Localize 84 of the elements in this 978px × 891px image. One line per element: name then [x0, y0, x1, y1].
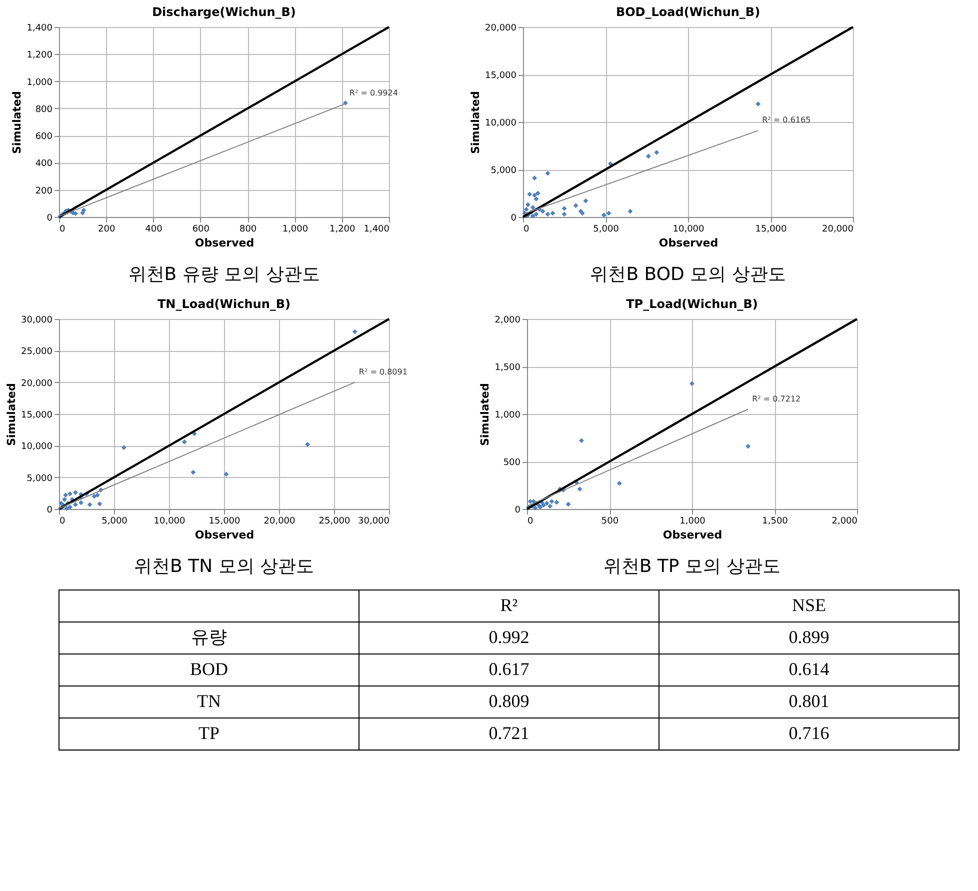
data-label: 0.992	[488, 627, 530, 647]
x-tick-label: 600	[192, 224, 210, 234]
category-label: TN	[197, 691, 221, 711]
x-tick-label: 30,000	[358, 516, 390, 526]
y-axis-title: Simulated	[469, 91, 482, 154]
y-tick-label: 10,000	[485, 118, 517, 128]
y-tick-label: 30,000	[21, 316, 53, 326]
y-tick-label: 500	[503, 458, 521, 468]
chart-title: Discharge(Wichun_B)	[152, 5, 296, 19]
x-tick-label: 10,000	[672, 224, 705, 234]
y-tick-label: 1,400	[26, 24, 53, 34]
x-tick-label: 25,000	[318, 516, 351, 526]
data-label: 0.716	[788, 723, 830, 743]
x-tick-label: 0	[528, 516, 534, 526]
x-tick-label: 1,200	[329, 224, 356, 234]
y-tick-label: 600	[35, 132, 53, 142]
text: 위천B TN 모의 상관도	[134, 556, 314, 577]
y-tick-label: 20,000	[21, 378, 53, 389]
text: 위천B TP 모의 상관도	[603, 556, 781, 577]
y-tick-label: 800	[35, 104, 53, 115]
y-tick-label: 20,000	[485, 24, 517, 34]
data-label: 0.899	[788, 627, 830, 647]
annotation: R² = 0.6165	[762, 116, 811, 125]
x-tick-label: 1,500	[762, 516, 788, 526]
y-tick-label: 200	[35, 186, 53, 196]
data-label: 0.801	[788, 691, 830, 711]
category-label: 유량	[191, 627, 227, 647]
x-tick-label: 20,000	[264, 516, 296, 526]
chart-title: BOD_Load(Wichun_B)	[616, 5, 760, 19]
y-tick-label: 15,000	[21, 410, 53, 420]
x-tick-label: 0	[60, 516, 66, 526]
annotation: R² = 0.8091	[358, 367, 408, 376]
x-tick-label: 20,000	[822, 224, 854, 234]
x-tick-label: 500	[601, 516, 619, 526]
y-axis-title: Simulated	[10, 91, 24, 154]
y-tick-label: 1,000	[494, 410, 521, 420]
chart-title: TP_Load(Wichun_B)	[626, 297, 758, 311]
y-tick-label: 5,000	[26, 474, 53, 484]
x-tick-label: 5,000	[102, 516, 128, 526]
category-label: BOD	[190, 659, 228, 679]
data-label: 0.617	[488, 659, 530, 679]
category-label: TP	[198, 723, 220, 743]
x-axis-title: Observed	[662, 528, 722, 542]
y-axis-title: Simulated	[478, 383, 492, 446]
x-tick-label: 1,000	[282, 224, 308, 234]
x-tick-label: 1,400	[364, 224, 390, 234]
chart-title: TN_Load(Wichun_B)	[157, 297, 291, 311]
x-tick-label: 15,000	[208, 516, 241, 526]
x-tick-label: 800	[239, 224, 257, 234]
y-tick-label: 0	[46, 506, 53, 516]
y-tick-label: 5,000	[490, 166, 517, 176]
y-tick-label: 1,500	[494, 363, 521, 373]
series-label: NSE	[792, 595, 826, 615]
x-tick-label: 1,000	[680, 516, 706, 526]
x-axis-title: Observed	[194, 528, 254, 542]
x-tick-label: 0	[524, 224, 530, 234]
y-tick-label: 15,000	[485, 71, 517, 81]
text: R²	[500, 595, 518, 615]
y-tick-label: 1,200	[26, 50, 53, 61]
y-axis-title: Simulated	[5, 383, 18, 446]
x-tick-label: 15,000	[755, 224, 788, 234]
y-tick-label: 2,000	[494, 316, 521, 326]
y-tick-label: 1,000	[26, 78, 53, 88]
x-tick-label: 2,000	[832, 516, 858, 526]
text: 위천B 유량 모의 상관도	[128, 264, 320, 285]
x-tick-label: 400	[145, 224, 163, 234]
data-label: 0.809	[488, 691, 530, 711]
text: 위천B BOD 모의 상관도	[590, 264, 786, 285]
y-tick-label: 25,000	[21, 347, 53, 358]
y-tick-label: 0	[514, 506, 521, 516]
y-tick-label: 400	[35, 159, 53, 170]
data-label: 0.721	[488, 723, 530, 743]
x-tick-label: 5,000	[593, 224, 620, 234]
y-tick-label: 10,000	[21, 442, 53, 452]
x-axis-title: Observed	[658, 236, 718, 250]
x-axis-title: Observed	[194, 236, 254, 250]
annotation: R² = 0.9924	[349, 88, 398, 98]
y-tick-label: 0	[46, 214, 53, 224]
x-tick-label: 0	[60, 224, 66, 234]
annotation: R² = 0.7212	[752, 394, 801, 404]
x-tick-label: 10,000	[154, 516, 186, 526]
x-tick-label: 200	[98, 224, 116, 234]
y-tick-label: 0	[510, 214, 517, 224]
data-label: 0.614	[788, 659, 830, 679]
